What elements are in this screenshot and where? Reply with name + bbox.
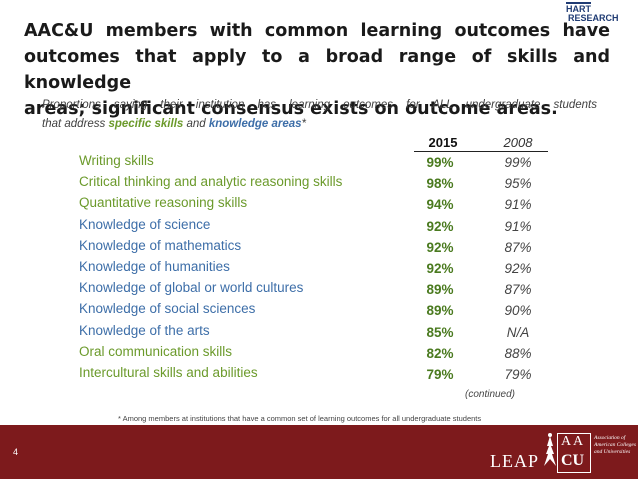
table-row: Knowledge of mathematics 92% 87% [0,237,638,258]
value-2008: 90% [504,303,532,319]
outcome-label: Knowledge of science [79,216,211,232]
value-2015: 92% [426,218,454,234]
table-row: Intercultural skills and abilities 79% 79% [0,364,638,385]
column-header-2015: 2015 [428,135,458,150]
table-row: Knowledge of science 92% 91% [0,216,638,237]
table-row: Knowledge of social sciences 89% 90% [0,300,638,321]
value-2008: 88% [504,345,532,361]
title-line-2: outcomes that apply to a broad range of … [24,47,610,93]
title-line-3: areas; significant consensus exists on o… [24,99,558,119]
outcome-label: Oral communication skills [79,343,233,359]
subtitle-knowledge-highlight: knowledge areas [208,118,302,130]
table-row: Knowledge of global or world cultures 89%… [0,279,638,300]
value-2008: 79% [504,367,532,382]
subtitle-line-1: Proportions saying their institution has… [42,99,597,111]
aacu-name: Association of American Colleges and Uni… [594,435,637,455]
value-2015: 98% [426,176,454,192]
value-2015: 89% [426,303,454,319]
value-2015: 94% [426,197,454,213]
outcome-label: Intercultural skills and abilities [79,365,258,380]
hart-research-logo: HARTRESEARCH [566,2,636,24]
subtitle-mid: and [183,118,209,130]
value-2015: 79% [426,367,454,382]
table-row: Oral communication skills 82% 88% [0,343,638,364]
value-2008: 92% [504,261,532,276]
table-row: Knowledge of humanities 92% 92% [0,258,638,279]
footnote: * Among members at institutions that hav… [118,414,482,423]
value-2008: 99% [504,155,532,170]
slide-title: AAC&U members with common learning outco… [24,18,610,122]
value-2008: 87% [504,282,532,298]
hart-logo-text: HART [566,2,591,14]
outcome-label: Knowledge of global or world cultures [79,280,304,296]
outcome-label: Quantitative reasoning skills [79,195,248,211]
continued-note: (continued) [464,389,516,400]
outcome-label: Knowledge of humanities [79,259,230,274]
outcome-label: Writing skills [79,153,154,168]
subtitle-pre: that address [42,118,109,130]
value-2015: 92% [426,239,454,255]
column-header-2008: 2008 [503,135,533,150]
outcome-label: Critical thinking and analytic reasoning… [79,174,343,190]
page-number: 4 [13,447,19,457]
leap-logo-text: LEAP [490,451,539,471]
value-2008: N/A [506,324,530,340]
outcome-label: Knowledge of the arts [79,322,210,338]
value-2015: 99% [426,155,454,170]
table-row: Writing skills 99% 99% [0,152,638,173]
value-2015: 82% [426,345,454,361]
subtitle-skills-highlight: specific skills [108,118,184,130]
table-row: Knowledge of the arts 85% N/A [0,322,638,343]
subtitle-post: * [301,118,307,130]
value-2015: 89% [426,282,454,298]
leap-mark-icon [544,433,556,466]
value-2008: 91% [504,197,532,213]
outcome-label: Knowledge of mathematics [79,237,242,253]
title-line-1: AAC&U members with common learning outco… [24,21,610,41]
subtitle-line-2: that address specific skills and knowled… [42,115,597,134]
value-2008: 91% [504,218,532,234]
footer-bar [0,425,638,479]
header-divider [414,151,548,152]
slide-subtitle: Proportions saying their institution has… [42,96,597,134]
table-row: Quantitative reasoning skills 94% 91% [0,194,638,215]
research-logo-text: RESEARCH [568,13,619,23]
value-2008: 95% [504,176,532,192]
table-row: Critical thinking and analytic reasoning… [0,173,638,194]
value-2015: 92% [426,261,454,276]
value-2008: 87% [504,239,532,255]
value-2015: 85% [426,324,454,340]
outcome-label: Knowledge of social sciences [79,301,256,317]
